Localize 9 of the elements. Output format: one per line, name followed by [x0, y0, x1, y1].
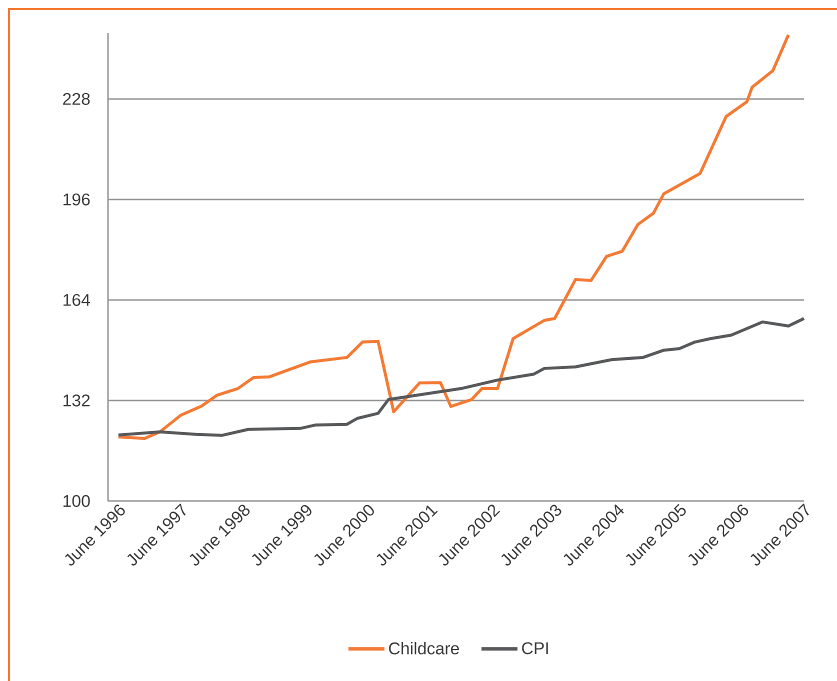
y-tick-label: 228 — [63, 92, 90, 105]
legend-label: CPI — [522, 642, 548, 654]
line-series — [116, 33, 790, 440]
legend-label: Childcare — [389, 642, 459, 654]
y-tick-label: 196 — [64, 193, 90, 206]
y-tick-label: 132 — [64, 394, 90, 406]
y-tick-label: 100 — [64, 494, 90, 507]
y-tick-label: 164 — [64, 294, 90, 306]
line-series — [116, 316, 806, 437]
